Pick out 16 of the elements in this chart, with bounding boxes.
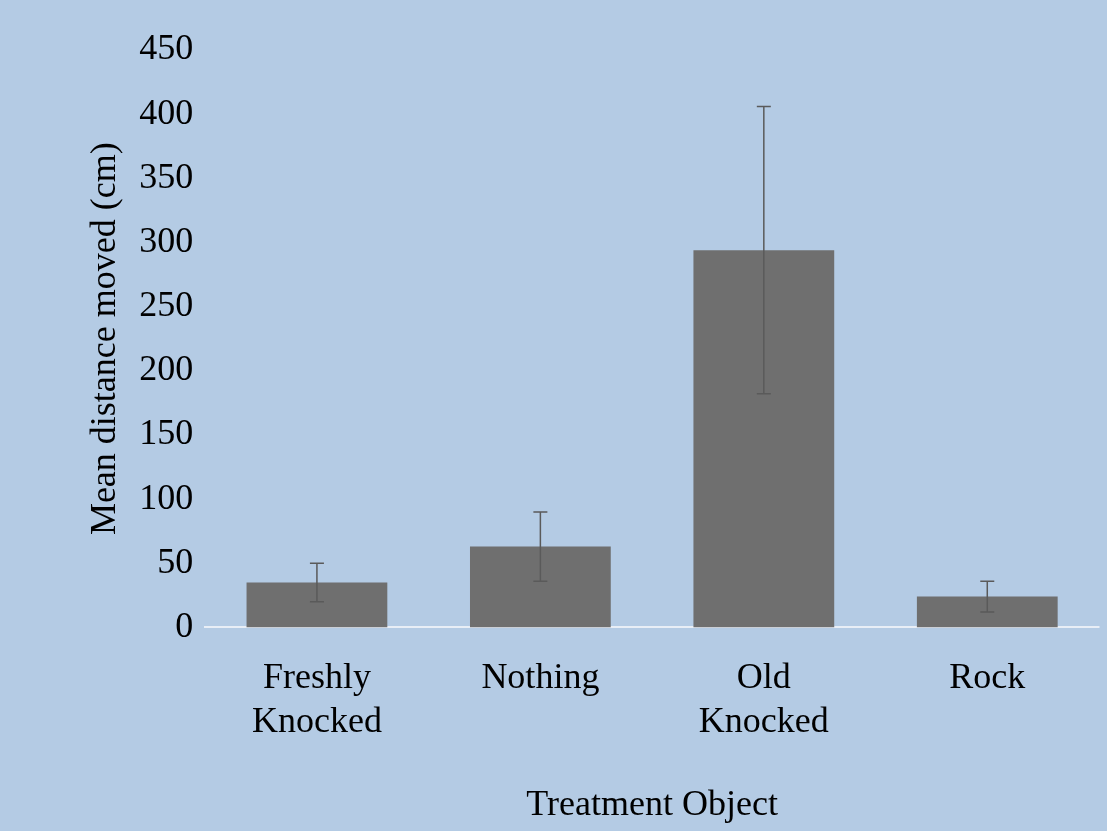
y-axis-title: Mean distance moved (cm) <box>83 142 124 536</box>
y-tick-label: 150 <box>139 412 194 453</box>
y-tick-label: 50 <box>157 540 194 581</box>
y-tick-label: 0 <box>175 604 194 645</box>
x-tick-label: Freshly Knocked <box>251 656 382 740</box>
y-tick-label: 200 <box>139 348 194 389</box>
y-tick-label: 450 <box>139 27 194 68</box>
y-tick-label: 400 <box>139 91 194 132</box>
x-tick-label: Rock <box>949 656 1026 697</box>
y-tick-label: 100 <box>139 476 194 517</box>
x-tick-label: Old Knocked <box>698 656 829 740</box>
y-tick-label: 300 <box>139 219 194 260</box>
x-tick-label: Nothing <box>481 656 600 697</box>
y-tick-label: 350 <box>139 155 194 196</box>
x-axis-title: Treatment Object <box>526 782 778 823</box>
y-tick-label: 250 <box>139 284 194 325</box>
